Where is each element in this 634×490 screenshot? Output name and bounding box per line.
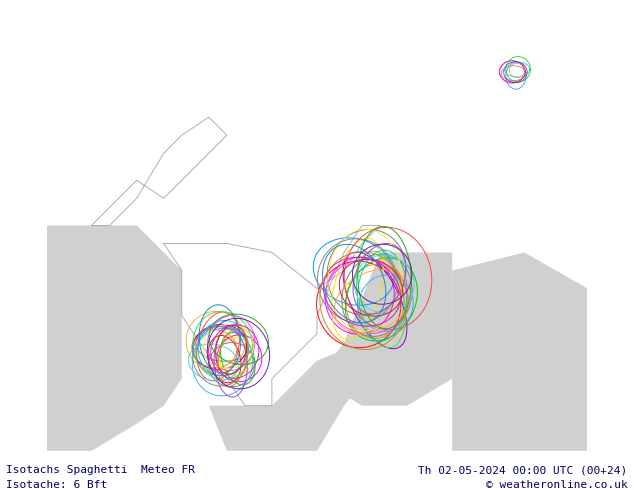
Text: Th 02-05-2024 00:00 UTC (00+24): Th 02-05-2024 00:00 UTC (00+24) bbox=[418, 466, 628, 475]
Polygon shape bbox=[46, 225, 182, 451]
Text: © weatheronline.co.uk: © weatheronline.co.uk bbox=[486, 480, 628, 490]
Polygon shape bbox=[317, 252, 452, 406]
Polygon shape bbox=[209, 343, 380, 451]
Text: Isotachs Spaghetti  Meteo FR: Isotachs Spaghetti Meteo FR bbox=[6, 466, 195, 475]
Polygon shape bbox=[452, 252, 588, 451]
Text: Isotache: 6 Bft: Isotache: 6 Bft bbox=[6, 480, 108, 490]
